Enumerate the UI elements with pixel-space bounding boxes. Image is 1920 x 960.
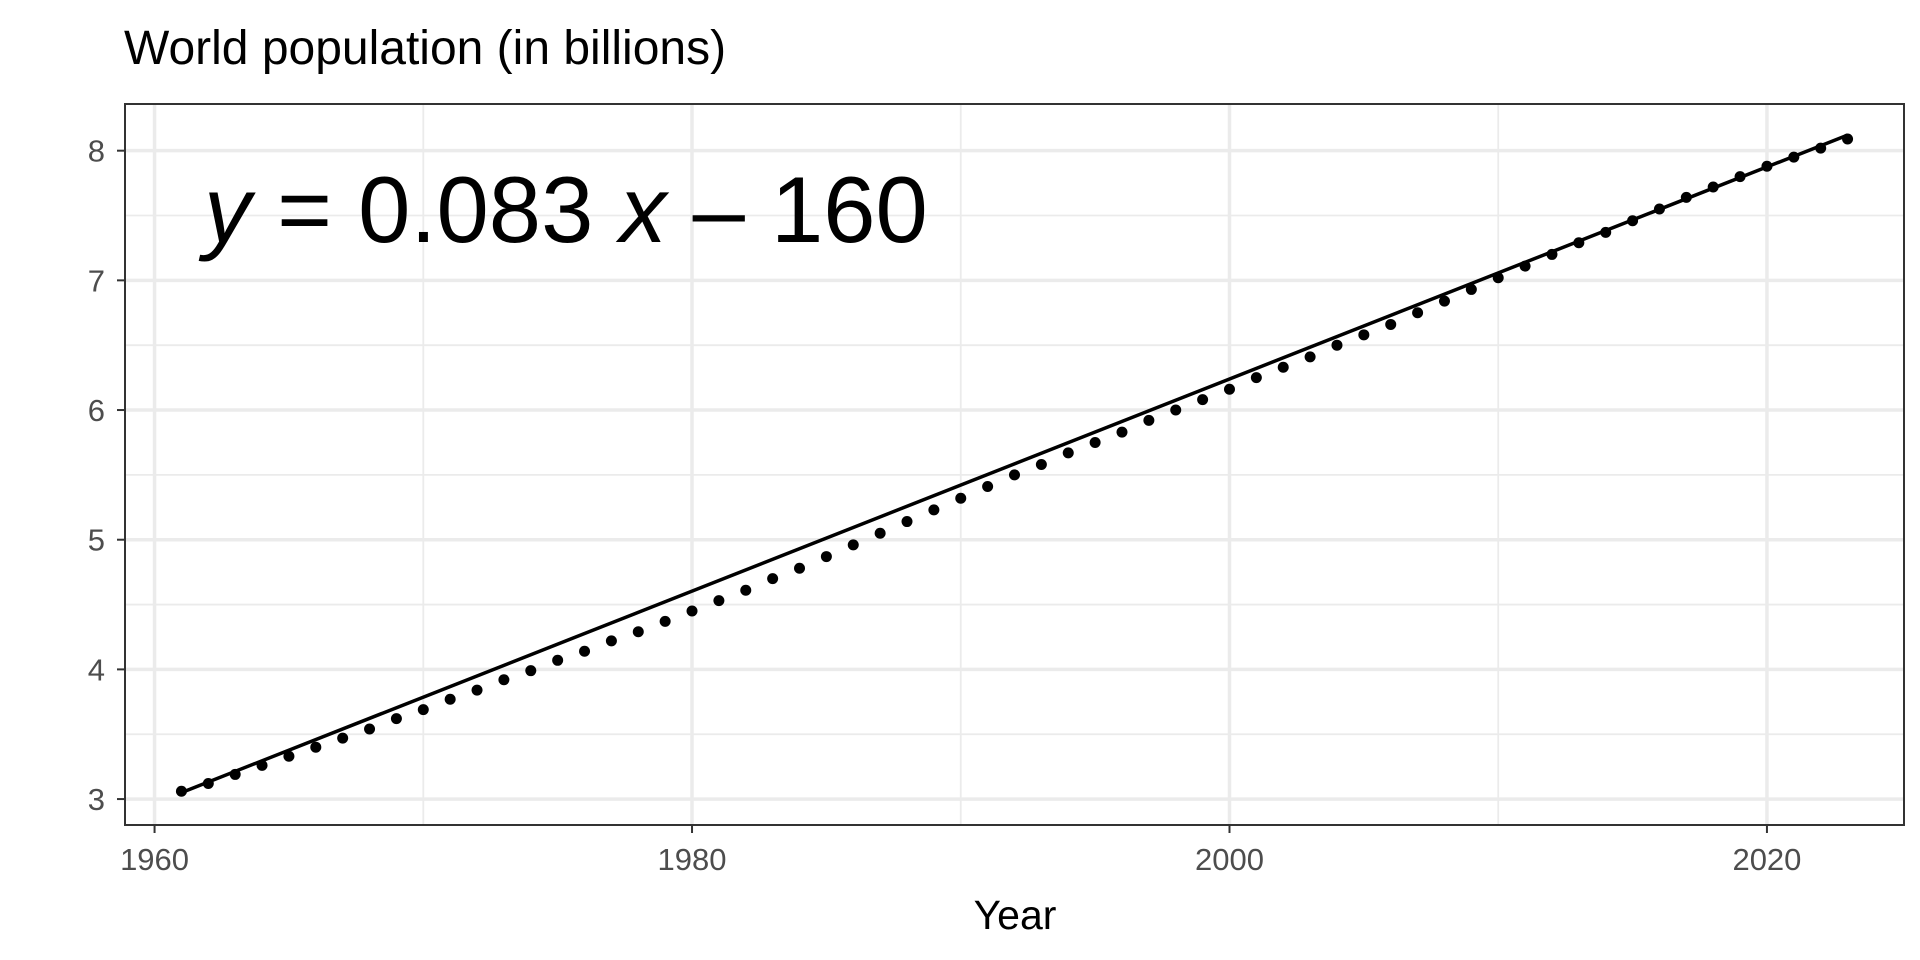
y-tick-label: 7 [88,263,105,298]
data-point [1680,191,1692,203]
data-point [310,741,322,753]
data-point [1707,181,1719,193]
x-tick-label: 1960 [120,842,189,877]
data-point [1304,351,1316,363]
data-point [713,595,725,607]
data-point [1009,469,1020,481]
data-point [659,615,671,627]
data-point [364,723,376,735]
data-point [1734,171,1746,183]
data-point [1627,215,1639,227]
data-point [820,551,832,563]
data-point [1385,318,1397,330]
data-point [1438,295,1450,307]
data-point [1519,260,1531,272]
data-point [632,626,644,638]
data-point [175,785,187,797]
data-point [1465,283,1477,295]
x-tick-label: 2000 [1195,842,1264,877]
data-point [1412,307,1424,319]
data-point [982,481,994,493]
data-point [928,504,940,516]
data-point [686,605,698,617]
data-point [283,750,295,762]
data-point [847,539,859,551]
x-tick-label: 1980 [658,842,727,877]
data-point [740,584,752,596]
equation-x-variable: x [615,157,669,262]
data-point [1035,459,1047,470]
data-point [229,768,241,780]
data-point [955,492,967,504]
data-point [390,713,402,725]
data-point [337,732,349,744]
x-axis-title: Year [974,892,1057,938]
y-tick-label: 5 [88,523,105,558]
data-point [1277,361,1289,373]
chart-title: World population (in billions) [124,22,726,75]
plot-panel-border [124,103,1905,826]
data-point [1089,436,1101,448]
data-point [498,674,510,686]
data-point [605,635,617,647]
data-point [417,704,429,716]
data-point [1815,142,1827,154]
data-point [1788,151,1800,163]
data-series [175,133,1854,797]
data-point [256,759,268,771]
data-point [552,654,564,666]
grid-major [125,104,1904,825]
data-point [1197,394,1209,406]
data-point [874,527,886,539]
x-tick-label: 2020 [1732,842,1801,877]
regression-line [180,133,1849,795]
equation-slope: = 0.083 [251,157,619,262]
data-point [1573,237,1585,249]
y-tick-label: 8 [88,134,105,169]
data-point [1653,203,1665,215]
data-point [1223,383,1235,395]
data-point [1600,226,1612,238]
data-point [901,516,913,528]
data-point [767,573,779,585]
data-point [1761,160,1773,172]
data-point [794,562,806,574]
axis-ticks: 1960 1980 2000 2020 3 4 5 6 7 8 [88,134,1802,877]
data-point [471,684,483,696]
data-point [1331,339,1343,351]
data-point [1170,404,1182,416]
regression-equation: y = 0.083 x – 160 [198,157,928,262]
y-tick-label: 4 [88,652,105,687]
equation-intercept: – 160 [666,157,927,262]
data-point [525,665,537,677]
data-point [1358,329,1370,341]
data-point [444,693,456,705]
data-point [1492,272,1504,284]
data-point [1116,426,1128,438]
data-point [1546,248,1558,260]
data-point [1250,372,1262,384]
data-point [1143,414,1155,426]
data-point [202,778,214,790]
equation-y-variable: y [198,157,256,262]
y-tick-label: 6 [88,393,105,428]
data-point [579,645,591,657]
data-point [1842,133,1854,145]
data-point [1062,447,1074,459]
y-tick-label: 3 [88,782,105,817]
